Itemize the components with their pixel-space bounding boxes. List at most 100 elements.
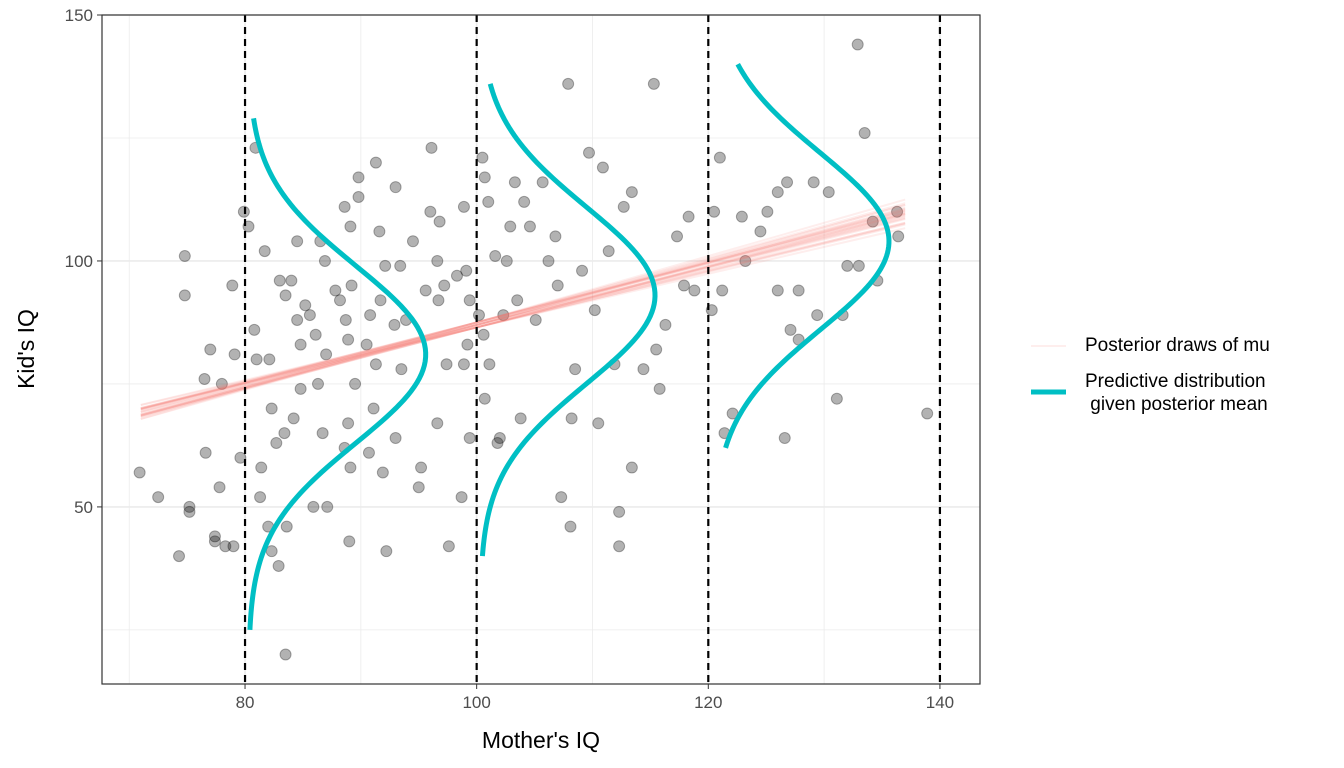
data-point [272,559,285,572]
x-tick-label: 140 [926,693,954,712]
data-point [851,38,864,51]
data-point [858,127,871,140]
data-point [523,220,536,233]
data-point [921,407,934,420]
data-point [483,358,496,371]
data-point [841,259,854,272]
data-point [555,491,568,504]
data-point [379,259,392,272]
data-point [265,545,278,558]
data-point [303,309,316,322]
posterior-draw-line [140,213,906,417]
data-point [866,215,879,228]
data-point [343,535,356,548]
data-point [716,284,729,297]
data-point [183,505,196,518]
data-point [754,225,767,238]
data-point [440,358,453,371]
data-point [433,215,446,228]
data-point [307,500,320,513]
posterior-draw-line [140,215,906,416]
data-point [342,333,355,346]
data-point [285,274,298,287]
data-point [389,181,402,194]
x-tick-label: 100 [462,693,490,712]
data-point [344,461,357,474]
x-tick-label: 80 [236,693,255,712]
data-point [625,186,638,199]
data-point [152,491,165,504]
posterior-draw-line [140,222,906,406]
posterior-draw-line [140,211,906,410]
data-point [477,328,490,341]
data-point [369,358,382,371]
data-point [320,348,333,361]
posterior-draw-line [140,227,906,407]
data-point [647,77,660,90]
data-point [291,235,304,248]
data-point [508,176,521,189]
data-point [280,520,293,533]
data-point [173,550,186,563]
data-point [199,446,212,459]
data-point [204,343,217,356]
data-point [807,176,820,189]
data-point [208,530,221,543]
data-point [425,141,438,154]
data-point [457,200,470,213]
data-point [511,294,524,307]
data-point [321,500,334,513]
data-point [682,210,695,223]
posterior-draw-line [140,218,906,414]
data-point [588,304,601,317]
data-point [415,461,428,474]
legend-label: Predictive distribution given posterior … [1085,371,1268,415]
data-point [352,171,365,184]
data-point [551,279,564,292]
data-point [369,156,382,169]
predictive-curve [723,62,892,449]
data-point [380,545,393,558]
data-point [367,402,380,415]
predictive-curve [479,83,658,557]
data-point [784,323,797,336]
data-point [472,309,485,322]
data-point [811,309,824,322]
data-point [592,417,605,430]
posterior-draw-line [140,206,906,418]
posterior-draw-line [140,203,906,421]
data-point [602,245,615,258]
data-point [583,146,596,159]
data-point [254,491,267,504]
data-point [625,461,638,474]
data-point [438,279,451,292]
data-point [215,377,228,390]
data-point [493,432,506,445]
posterior-draw-line [140,221,906,411]
data-point [178,250,191,263]
data-point [822,186,835,199]
data-point [287,412,300,425]
data-point [735,210,748,223]
data-point [771,284,784,297]
data-point [713,151,726,164]
data-point [504,220,517,233]
data-point [529,313,542,326]
data-point [345,279,358,292]
data-point [311,377,324,390]
data-point [771,186,784,199]
data-point [478,392,491,405]
data-point [536,176,549,189]
predictive-curve [247,117,429,631]
data-point [476,151,489,164]
data-point [395,363,408,376]
data-point [463,432,476,445]
data-point [373,225,386,238]
posterior-draw-line [140,212,906,413]
legend-label: Posterior draws of mu [1085,335,1270,356]
data-point [596,161,609,174]
data-point [178,289,191,302]
y-tick-label: 50 [74,498,93,517]
data-point [227,540,240,553]
